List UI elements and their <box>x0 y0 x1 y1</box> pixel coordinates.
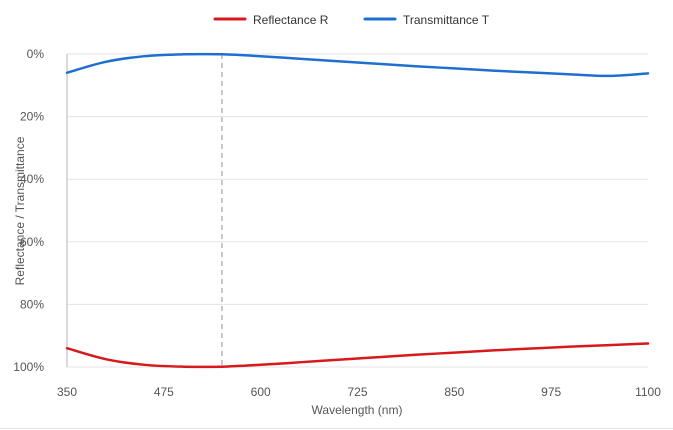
legend-item-reflectance[interactable]: Reflectance R <box>213 13 329 27</box>
x-tick-label: 850 <box>444 385 464 399</box>
y-tick-label: 60% <box>20 235 44 249</box>
x-tick-label: 350 <box>57 385 77 399</box>
x-axis-ticks: 350 475 600 725 850 975 1100 <box>57 385 661 399</box>
series-line-reflectance[interactable] <box>65 342 650 369</box>
y-tick-label: 80% <box>20 297 44 311</box>
x-tick-label: 475 <box>154 385 174 399</box>
x-tick-label: 725 <box>347 385 367 399</box>
x-tick-label: 1100 <box>635 385 661 399</box>
y-tick-label: 0% <box>27 47 45 61</box>
x-tick-label: 975 <box>541 385 561 399</box>
gridlines <box>67 53 648 368</box>
y-tick-label: 20% <box>20 110 44 124</box>
legend-label-transmittance: Transmittance T <box>403 13 490 27</box>
legend-label-reflectance: Reflectance R <box>253 13 329 27</box>
legend-item-transmittance[interactable]: Transmittance T <box>363 13 490 27</box>
y-tick-label: 40% <box>20 172 44 186</box>
y-axis-title: Reflectance / Transmittance <box>13 136 27 285</box>
bottom-divider <box>0 428 673 429</box>
series-lines <box>65 52 650 369</box>
y-axis-ticks: 0% 20% 40% 60% 80% 100% <box>13 47 44 374</box>
x-tick-label: 600 <box>251 385 271 399</box>
legend: Reflectance R Transmittance T <box>213 13 490 27</box>
x-axis-title: Wavelength (nm) <box>312 403 403 417</box>
series-line-transmittance[interactable] <box>65 52 650 78</box>
y-tick-label: 100% <box>13 360 44 374</box>
